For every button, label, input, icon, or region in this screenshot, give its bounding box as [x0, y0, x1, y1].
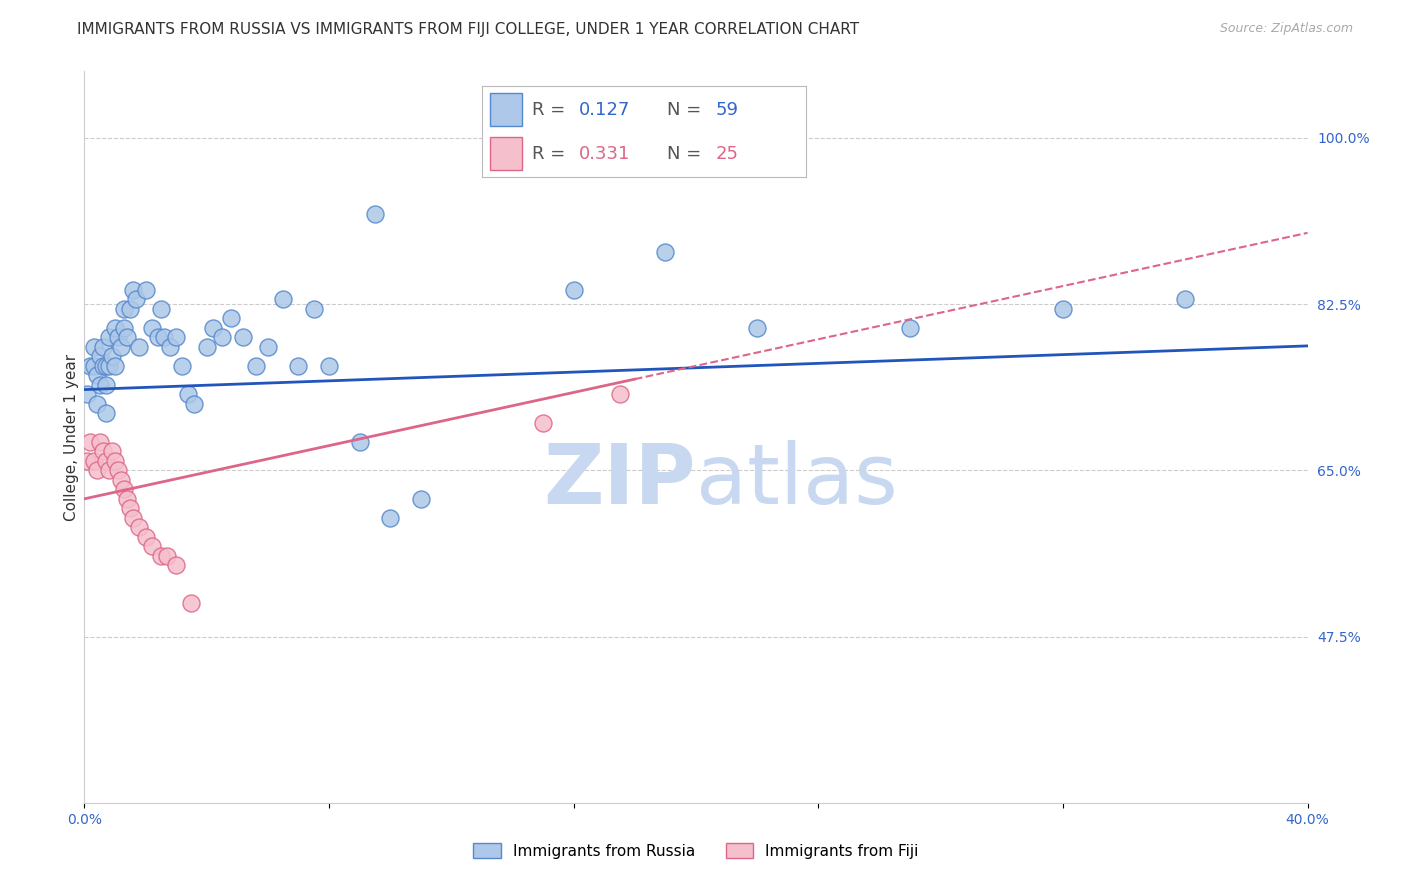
- Point: [101, 349, 124, 363]
- Point: [86, 368, 108, 383]
- Point: [201, 321, 224, 335]
- Point: [128, 520, 150, 534]
- Point: [110, 340, 132, 354]
- Point: [79, 434, 101, 449]
- Point: [219, 311, 242, 326]
- Point: [83, 359, 105, 373]
- Point: [349, 434, 371, 449]
- Point: [153, 330, 176, 344]
- Point: [107, 463, 129, 477]
- Point: [562, 283, 585, 297]
- Point: [409, 491, 432, 506]
- Point: [101, 444, 124, 458]
- Point: [79, 359, 101, 373]
- Point: [112, 483, 135, 497]
- Point: [245, 359, 267, 373]
- Point: [531, 416, 554, 430]
- Point: [89, 434, 111, 449]
- Point: [122, 511, 145, 525]
- Point: [146, 330, 169, 344]
- Point: [177, 387, 200, 401]
- Point: [89, 349, 111, 363]
- Point: [135, 283, 157, 297]
- Point: [149, 301, 172, 316]
- Point: [94, 359, 117, 373]
- Point: [183, 397, 205, 411]
- Point: [91, 444, 114, 458]
- Point: [125, 293, 148, 307]
- Text: ZIP: ZIP: [544, 441, 696, 522]
- Point: [165, 330, 187, 344]
- Point: [257, 340, 280, 354]
- Point: [159, 340, 181, 354]
- Point: [380, 511, 402, 525]
- Point: [89, 377, 111, 392]
- Point: [104, 321, 127, 335]
- Point: [609, 387, 631, 401]
- Point: [83, 340, 105, 354]
- Point: [104, 359, 127, 373]
- Point: [120, 501, 142, 516]
- Point: [1174, 293, 1197, 307]
- Point: [502, 159, 524, 173]
- Point: [195, 340, 218, 354]
- Point: [91, 359, 114, 373]
- Point: [122, 283, 145, 297]
- Point: [97, 359, 120, 373]
- Text: Source: ZipAtlas.com: Source: ZipAtlas.com: [1219, 22, 1353, 36]
- Point: [94, 454, 117, 468]
- Point: [128, 340, 150, 354]
- Point: [115, 491, 138, 506]
- Point: [165, 558, 187, 573]
- Point: [141, 321, 163, 335]
- Point: [110, 473, 132, 487]
- Point: [302, 301, 325, 316]
- Point: [287, 359, 309, 373]
- Point: [747, 321, 769, 335]
- Point: [76, 454, 98, 468]
- Point: [86, 397, 108, 411]
- Point: [898, 321, 921, 335]
- Point: [76, 387, 98, 401]
- Point: [94, 377, 117, 392]
- Text: atlas: atlas: [696, 441, 897, 522]
- Point: [104, 454, 127, 468]
- Point: [120, 301, 142, 316]
- Text: IMMIGRANTS FROM RUSSIA VS IMMIGRANTS FROM FIJI COLLEGE, UNDER 1 YEAR CORRELATION: IMMIGRANTS FROM RUSSIA VS IMMIGRANTS FRO…: [77, 22, 859, 37]
- Point: [172, 359, 194, 373]
- Point: [271, 293, 294, 307]
- Point: [107, 330, 129, 344]
- Point: [364, 207, 387, 221]
- Point: [86, 463, 108, 477]
- Point: [112, 321, 135, 335]
- Point: [94, 406, 117, 420]
- Point: [180, 596, 202, 610]
- Point: [91, 340, 114, 354]
- Point: [318, 359, 340, 373]
- Point: [135, 530, 157, 544]
- Legend: Immigrants from Russia, Immigrants from Fiji: Immigrants from Russia, Immigrants from …: [467, 837, 925, 864]
- Point: [83, 454, 105, 468]
- Point: [654, 244, 676, 259]
- Point: [211, 330, 233, 344]
- Y-axis label: College, Under 1 year: College, Under 1 year: [63, 353, 79, 521]
- Point: [232, 330, 254, 344]
- Point: [115, 330, 138, 344]
- Point: [97, 463, 120, 477]
- Point: [156, 549, 179, 563]
- Point: [1052, 301, 1074, 316]
- Point: [112, 301, 135, 316]
- Point: [97, 330, 120, 344]
- Point: [141, 539, 163, 553]
- Point: [149, 549, 172, 563]
